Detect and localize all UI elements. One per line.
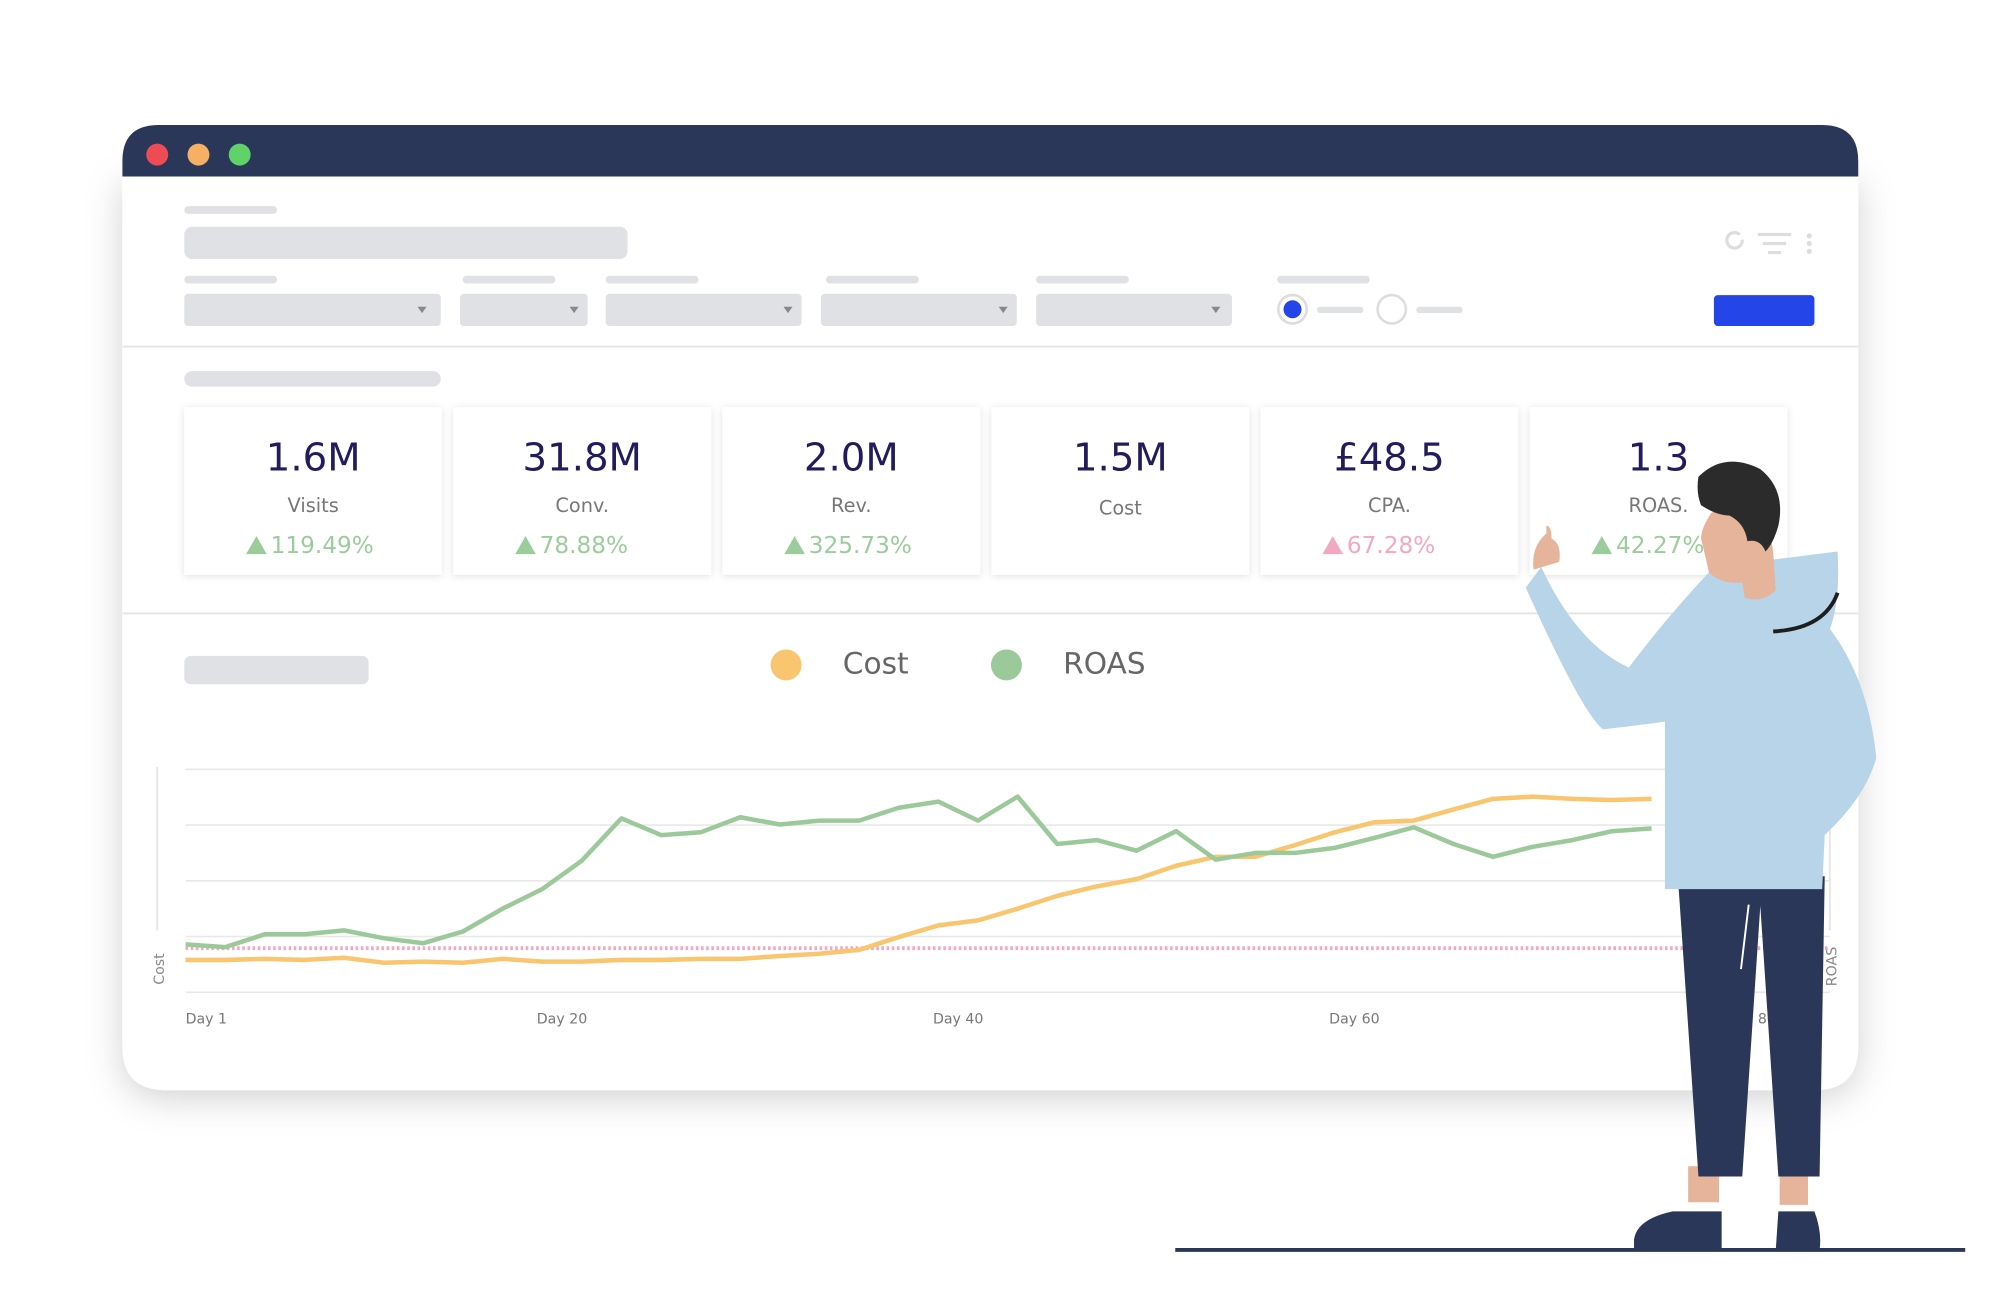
kpi-cards: 1.6M Visits 119.49% 31.8M Conv. 78.88% 2.0M Rev… bbox=[184, 407, 1788, 575]
placeholder bbox=[184, 655, 369, 685]
title-bar bbox=[122, 124, 1859, 177]
card bbox=[453, 407, 712, 575]
trend-icon bbox=[1591, 536, 1613, 555]
apply-button[interactable] bbox=[1713, 295, 1815, 327]
filters bbox=[122, 206, 1859, 685]
kpi-change: 78.88% bbox=[540, 532, 628, 559]
dropdown[interactable] bbox=[1036, 293, 1232, 327]
kpi-change: 119.49% bbox=[271, 532, 374, 559]
shoe bbox=[1775, 1211, 1821, 1250]
kpi-card: 31.8M Conv. 78.88% bbox=[453, 407, 712, 575]
y2-axis-title: ROAS bbox=[1824, 947, 1840, 986]
legend-marker bbox=[770, 649, 802, 681]
minimize-button[interactable] bbox=[187, 143, 210, 166]
dropdown-arrows bbox=[417, 306, 1221, 314]
trend-icon bbox=[784, 536, 805, 555]
series-line bbox=[185, 794, 1652, 950]
hand bbox=[1533, 525, 1560, 570]
kpi-value: 1.5M bbox=[1073, 436, 1168, 481]
kpi-label: Visits bbox=[288, 494, 339, 517]
kpi-value: 2.0M bbox=[804, 436, 899, 481]
kpi-change: 325.73% bbox=[809, 532, 912, 559]
close-button[interactable] bbox=[146, 143, 169, 166]
dropdown[interactable] bbox=[820, 293, 1017, 327]
kpi-value: 31.8M bbox=[523, 436, 642, 481]
series-line bbox=[185, 794, 1652, 965]
dropdown[interactable] bbox=[605, 293, 802, 327]
x-tick-label: Day 20 bbox=[537, 1011, 587, 1027]
kpi-card: 1.5M Cost bbox=[991, 407, 1250, 575]
x-tick-label: Day 60 bbox=[1329, 1011, 1379, 1027]
trend-icon bbox=[515, 536, 536, 555]
pants-seam bbox=[1740, 904, 1750, 970]
kpi-label: Rev. bbox=[831, 494, 872, 517]
placeholder bbox=[462, 275, 556, 284]
x-tick-label: Day 1 bbox=[186, 1011, 227, 1027]
placeholder bbox=[1036, 275, 1129, 284]
menu-icon[interactable] bbox=[1806, 233, 1812, 254]
y-axis-title: Cost bbox=[152, 953, 168, 985]
placeholder bbox=[184, 206, 278, 214]
kpi-value: 1.3 bbox=[1628, 436, 1689, 481]
card bbox=[1260, 407, 1519, 575]
kpi-label: ROAS. bbox=[1629, 494, 1689, 517]
person-illustration bbox=[1175, 461, 1966, 1252]
kpi-label: Conv. bbox=[555, 494, 609, 517]
card bbox=[184, 407, 443, 575]
hair bbox=[1697, 461, 1781, 552]
card bbox=[991, 407, 1250, 575]
legend-label[interactable]: ROAS bbox=[1063, 645, 1145, 680]
window-body bbox=[122, 176, 1859, 1091]
kpi-card: 2.0M Rev. 325.73% bbox=[722, 407, 981, 575]
hoodie bbox=[1525, 551, 1877, 890]
maximize-button[interactable] bbox=[228, 143, 251, 166]
radio-dot bbox=[1283, 300, 1302, 319]
kpi-label: CPA. bbox=[1368, 494, 1411, 517]
legend-marker bbox=[990, 649, 1022, 681]
trend-icon bbox=[1322, 536, 1344, 555]
pants bbox=[1677, 876, 1825, 1177]
dropdown[interactable] bbox=[184, 293, 441, 327]
toolbar-icons bbox=[1725, 231, 1792, 255]
kpi-change: 67.28% bbox=[1347, 532, 1435, 559]
kpi-value: £48.5 bbox=[1334, 436, 1445, 481]
dropdown[interactable] bbox=[460, 293, 588, 327]
kpi-card: 1.6M Visits 119.49% bbox=[184, 407, 443, 575]
placeholder bbox=[1416, 306, 1463, 314]
placeholder bbox=[184, 371, 441, 387]
radio[interactable] bbox=[1376, 293, 1408, 325]
kpi-card: £48.5 CPA. 67.28% bbox=[1260, 407, 1519, 575]
kpi-value: 1.6M bbox=[266, 436, 361, 481]
hood-string bbox=[1773, 592, 1840, 634]
placeholder bbox=[1277, 275, 1370, 284]
placeholder bbox=[605, 275, 699, 284]
kpi-label: Cost bbox=[1099, 497, 1142, 520]
legend-label[interactable]: Cost bbox=[843, 645, 909, 680]
placeholder bbox=[184, 226, 628, 260]
placeholder bbox=[184, 275, 278, 284]
browser-window bbox=[122, 124, 1859, 1091]
trend-icon bbox=[246, 536, 267, 555]
kpi-change: 42.27% bbox=[1616, 532, 1704, 559]
shoe bbox=[1634, 1211, 1722, 1250]
x-tick-label: Day 40 bbox=[933, 1011, 983, 1027]
placeholder bbox=[826, 275, 919, 284]
card bbox=[722, 407, 981, 575]
placeholder bbox=[1317, 306, 1364, 314]
